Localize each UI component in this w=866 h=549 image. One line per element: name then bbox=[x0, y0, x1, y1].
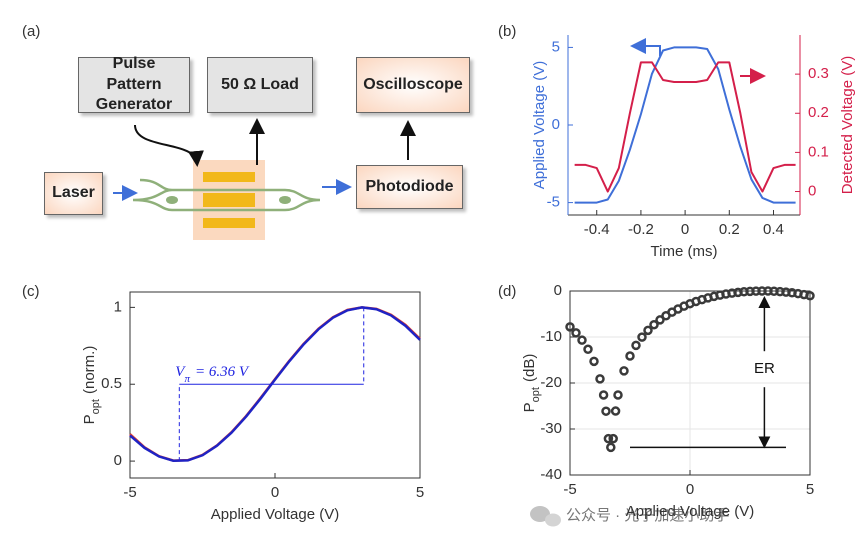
label-main: P bbox=[81, 414, 98, 424]
scatter-point bbox=[805, 291, 815, 301]
x-axis-label: Applied Voltage (V) bbox=[626, 503, 754, 520]
axis-label: Applied Voltage (V) bbox=[531, 61, 548, 189]
scatter-point bbox=[649, 319, 659, 330]
label-sub: opt bbox=[90, 399, 102, 414]
x-tick-label: -5 bbox=[123, 484, 136, 501]
annotation-main: V bbox=[175, 365, 186, 381]
watermark-icon bbox=[530, 506, 561, 527]
scatter-point bbox=[606, 442, 616, 453]
scatter-point bbox=[598, 390, 609, 400]
x-tick-label: 0.2 bbox=[719, 221, 740, 238]
axis-label: Popt (dB) bbox=[521, 354, 542, 413]
scatter-point bbox=[613, 390, 623, 400]
node: Laser bbox=[44, 172, 103, 215]
scatter-point bbox=[583, 344, 593, 355]
scatter-point bbox=[637, 332, 647, 342]
y-tick-label: -30 bbox=[540, 420, 562, 437]
y-tick-label: 0.5 bbox=[101, 375, 122, 392]
plot-frame bbox=[129, 291, 421, 479]
label-sub: opt bbox=[530, 387, 542, 402]
scatter-point bbox=[631, 340, 641, 351]
y-tick-label: 0 bbox=[554, 282, 562, 299]
scatter-point bbox=[601, 406, 611, 416]
x-tick-label: 0.4 bbox=[763, 221, 784, 238]
y2-axis-label: Detected Voltage (V) bbox=[839, 56, 856, 194]
panel-label: (d) bbox=[498, 283, 516, 300]
y2-tick-label: 0.3 bbox=[808, 65, 829, 82]
panel-label: (a) bbox=[22, 23, 40, 40]
node: Pulse Pattern Generator bbox=[78, 55, 190, 113]
panel-label: (b) bbox=[498, 23, 516, 40]
node: 50 Ω Load bbox=[207, 57, 313, 113]
scatter-point bbox=[625, 351, 635, 361]
annotation-sub: π bbox=[184, 373, 190, 385]
y-tick-label: -20 bbox=[540, 374, 562, 391]
panel-label: (c) bbox=[22, 283, 40, 300]
series-line bbox=[129, 306, 421, 463]
y-tick-label: -10 bbox=[540, 328, 562, 345]
series-line bbox=[574, 61, 796, 193]
scatter-point bbox=[610, 406, 621, 416]
scatter-point bbox=[655, 315, 665, 325]
scatter-point bbox=[565, 322, 575, 332]
x-tick-label: 5 bbox=[806, 481, 814, 498]
label-rest: (norm.) bbox=[81, 346, 98, 394]
watermark: 公众号 · 光子加速小助手 bbox=[566, 507, 729, 524]
series-arrow bbox=[630, 38, 661, 56]
scatter-point bbox=[643, 325, 653, 336]
node: Oscilloscope bbox=[356, 57, 470, 113]
arrow bbox=[134, 124, 204, 167]
x-tick-label: -0.2 bbox=[628, 221, 654, 238]
y-tick-label: 1 bbox=[114, 298, 122, 315]
y-tick-label: 0 bbox=[552, 116, 560, 133]
y2-tick-label: 0.2 bbox=[808, 104, 829, 121]
label-rest: (dB) bbox=[521, 354, 538, 382]
scatter-point bbox=[595, 374, 605, 384]
y-tick-label: 5 bbox=[552, 38, 560, 55]
series-line bbox=[574, 46, 796, 204]
y2-tick-label: 0.1 bbox=[808, 143, 829, 160]
axis-label: Popt (norm.) bbox=[81, 346, 102, 425]
label-main: P bbox=[521, 402, 538, 412]
scatter-point bbox=[619, 366, 629, 376]
x-axis-label: Time (ms) bbox=[651, 243, 718, 260]
scatter-point bbox=[603, 433, 614, 444]
scatter-point bbox=[608, 433, 618, 444]
annotation: ER bbox=[754, 360, 775, 377]
x-tick-label: -5 bbox=[563, 481, 576, 498]
x-tick-label: 0 bbox=[686, 481, 694, 498]
node: Photodiode bbox=[356, 165, 463, 209]
annotation-rest: = 6.36 V bbox=[195, 365, 250, 381]
y2-tick-label: 0 bbox=[808, 182, 816, 199]
scatter-point bbox=[589, 356, 599, 367]
y-tick-label: 0 bbox=[114, 452, 122, 469]
scatter-point bbox=[577, 335, 587, 345]
scatter-point bbox=[571, 328, 581, 338]
x-tick-label: -0.4 bbox=[584, 221, 610, 238]
y-tick-label: -40 bbox=[540, 466, 562, 483]
x-axis-label: Applied Voltage (V) bbox=[211, 506, 339, 523]
y-tick-label: -5 bbox=[547, 194, 560, 211]
annotation: Vπ = 6.36 V bbox=[175, 365, 250, 385]
x-tick-label: 0 bbox=[681, 221, 689, 238]
x-tick-label: 0 bbox=[271, 484, 279, 501]
modulator-chip bbox=[132, 160, 321, 240]
x-tick-label: 5 bbox=[416, 484, 424, 501]
